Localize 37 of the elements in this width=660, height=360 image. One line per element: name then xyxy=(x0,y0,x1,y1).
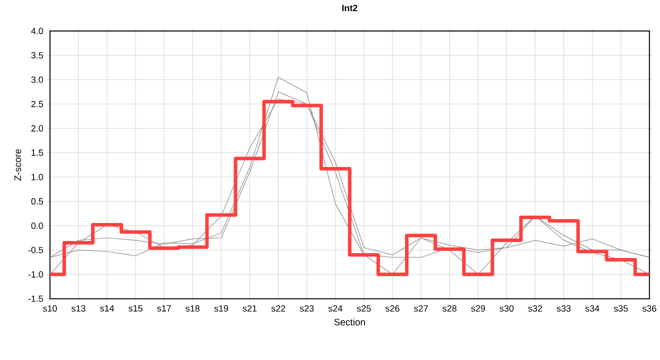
x-tick-label: s36 xyxy=(642,305,656,312)
y-tick-label: 3.0 xyxy=(31,76,44,84)
x-axis-title: Section xyxy=(334,318,365,326)
y-axis-title: Z-score xyxy=(14,149,22,181)
x-tick-label: s19 xyxy=(214,305,228,312)
x-tick-label: s10 xyxy=(42,305,57,312)
x-tick-label: s17 xyxy=(157,305,171,312)
x-tick-label: s15 xyxy=(128,305,142,312)
x-tick-label: s23 xyxy=(300,305,314,312)
x-tick-label: s13 xyxy=(72,305,86,312)
x-tick-label: s22 xyxy=(271,305,286,312)
x-tick-label: s33 xyxy=(556,305,571,312)
y-tick-label: 3.5 xyxy=(31,52,44,59)
y-tick-label: 1.0 xyxy=(32,174,44,180)
y-tick-label: 4.0 xyxy=(31,28,44,34)
y-tick-label: 0.5 xyxy=(31,198,44,205)
chart-title: Int2 xyxy=(342,4,358,12)
x-tick-label: s21 xyxy=(242,305,257,312)
x-tick-label: s24 xyxy=(328,305,342,312)
x-tick-label: s35 xyxy=(614,305,628,312)
y-tick-label: 0.0 xyxy=(31,222,44,230)
x-tick-label: s34 xyxy=(585,305,600,312)
x-tick-label: s28 xyxy=(442,305,456,312)
y-tick-label: -1.5 xyxy=(28,296,44,302)
x-tick-label: s18 xyxy=(186,305,200,312)
x-tick-label: s25 xyxy=(356,305,371,312)
x-tick-label: s27 xyxy=(414,305,428,312)
y-tick-label: 2.5 xyxy=(31,100,44,108)
x-tick-label: s29 xyxy=(471,305,485,312)
x-tick-label: s26 xyxy=(386,305,400,312)
y-tick-label: 1.5 xyxy=(32,150,44,156)
y-tick-label: -1.0 xyxy=(28,271,44,278)
x-tick-label: s32 xyxy=(528,305,542,312)
x-tick-label: s30 xyxy=(500,305,514,312)
x-tick-label: s14 xyxy=(100,305,114,312)
y-tick-label: -0.5 xyxy=(28,247,44,254)
y-tick-label: 2.0 xyxy=(31,125,44,132)
